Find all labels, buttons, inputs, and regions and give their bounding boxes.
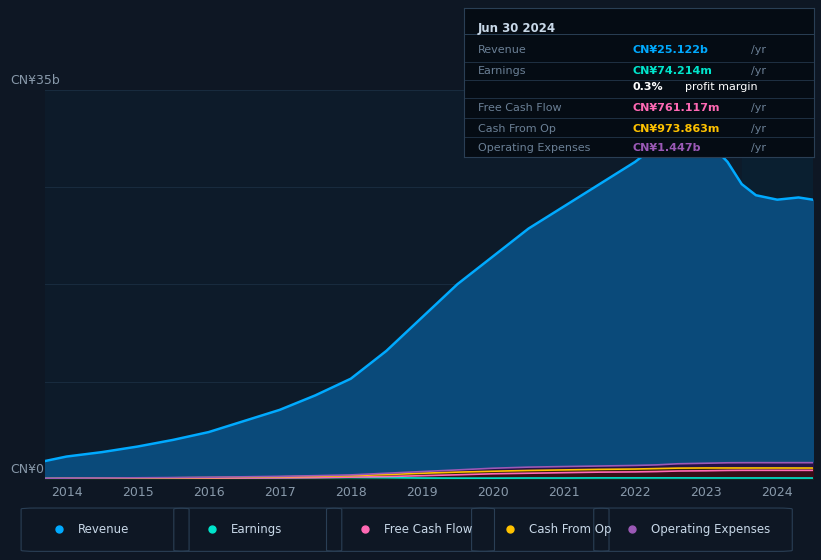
Text: Operating Expenses: Operating Expenses <box>651 522 770 536</box>
Text: Cash From Op: Cash From Op <box>529 522 612 536</box>
Text: CN¥74.214m: CN¥74.214m <box>632 66 712 76</box>
Text: profit margin: profit margin <box>685 82 757 92</box>
Text: /yr: /yr <box>751 45 766 55</box>
Text: CN¥35b: CN¥35b <box>10 74 60 87</box>
Text: Jun 30 2024: Jun 30 2024 <box>478 22 556 35</box>
Text: /yr: /yr <box>751 103 766 113</box>
Text: /yr: /yr <box>751 143 766 153</box>
Text: /yr: /yr <box>751 124 766 134</box>
Text: Operating Expenses: Operating Expenses <box>478 143 590 153</box>
Text: Revenue: Revenue <box>478 45 526 55</box>
Text: CN¥25.122b: CN¥25.122b <box>632 45 708 55</box>
Text: Earnings: Earnings <box>478 66 526 76</box>
Text: 0.3%: 0.3% <box>632 82 663 92</box>
Text: CN¥973.863m: CN¥973.863m <box>632 124 719 134</box>
Text: Free Cash Flow: Free Cash Flow <box>383 522 472 536</box>
Text: Free Cash Flow: Free Cash Flow <box>478 103 562 113</box>
Text: CN¥0: CN¥0 <box>10 463 44 476</box>
Text: CN¥761.117m: CN¥761.117m <box>632 103 720 113</box>
Text: CN¥1.447b: CN¥1.447b <box>632 143 700 153</box>
Text: Cash From Op: Cash From Op <box>478 124 556 134</box>
Bar <box>741 90 820 479</box>
Text: Earnings: Earnings <box>231 522 282 536</box>
Text: /yr: /yr <box>751 66 766 76</box>
Text: Revenue: Revenue <box>78 522 130 536</box>
